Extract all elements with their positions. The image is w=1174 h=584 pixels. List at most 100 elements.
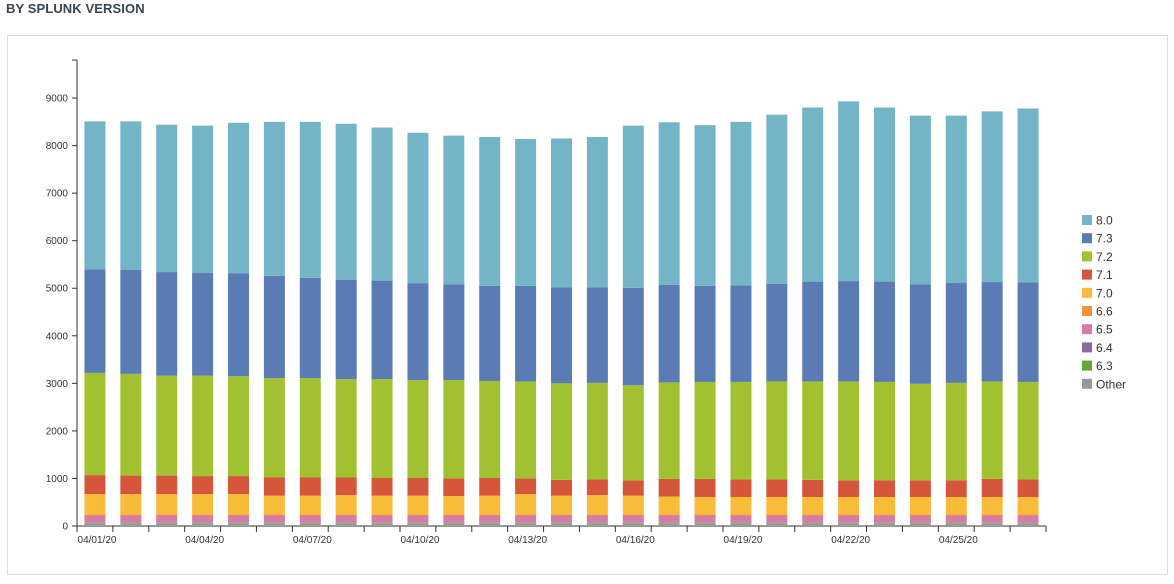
bar-segment-8-0[interactable] [551,138,572,288]
bar-segment-other[interactable] [443,523,465,526]
legend-item-6-5[interactable]: 6.5 [1082,323,1113,337]
bar-segment-6-6[interactable] [371,514,393,516]
bar-segment-7-3[interactable] [981,282,1003,382]
bar-segment-7-2[interactable] [981,381,1003,479]
bar-stack-04/21/20[interactable] [802,107,824,526]
legend-item-7-3[interactable]: 7.3 [1082,232,1113,246]
bar-segment-8-0[interactable] [443,135,465,285]
bar-stack-04/16/20[interactable] [622,125,644,526]
bar-segment-6-6[interactable] [443,514,465,516]
bar-segment-7-0[interactable] [802,496,824,515]
bar-segment-7-2[interactable] [407,380,429,478]
bar-stack-04/18/20[interactable] [694,125,716,526]
bar-segment-6-5[interactable] [371,515,393,523]
bar-segment-other[interactable] [299,523,321,526]
bar-segment-6-5[interactable] [263,515,285,523]
bar-segment-7-2[interactable] [299,378,321,478]
bar-segment-7-0[interactable] [874,496,895,515]
bar-segment-7-3[interactable] [84,269,106,373]
bar-segment-other[interactable] [228,523,249,526]
bar-segment-6-6[interactable] [407,514,429,516]
bar-segment-7-2[interactable] [1017,381,1039,480]
bar-segment-7-1[interactable] [802,479,824,497]
bar-segment-6-5[interactable] [228,515,249,523]
bar-segment-7-3[interactable] [874,281,895,382]
bar-segment-7-2[interactable] [515,381,537,479]
bar-segment-7-1[interactable] [622,480,644,496]
bar-segment-6-6[interactable] [622,514,644,516]
bar-segment-6-5[interactable] [658,515,680,523]
bar-segment-6-5[interactable] [299,515,321,523]
bar-segment-7-1[interactable] [874,480,895,497]
bar-segment-6-6[interactable] [263,514,285,516]
bar-segment-8-0[interactable] [909,115,931,285]
bar-segment-7-3[interactable] [945,283,967,383]
bar-segment-7-2[interactable] [874,381,895,481]
bar-segment-6-6[interactable] [874,514,895,516]
legend-item-7-1[interactable]: 7.1 [1082,268,1113,282]
bar-segment-6-6[interactable] [909,514,931,516]
bar-segment-7-3[interactable] [515,285,537,382]
bar-segment-6-5[interactable] [838,515,860,523]
legend-item-7-2[interactable]: 7.2 [1082,250,1113,264]
bar-segment-7-2[interactable] [443,380,465,479]
bar-segment-7-1[interactable] [1017,479,1039,497]
bar-stack-04/02/20[interactable] [120,121,142,526]
bar-segment-6-6[interactable] [981,514,1003,516]
bar-stack-04/19/20[interactable] [730,121,752,526]
bar-segment-7-3[interactable] [1017,282,1039,382]
bar-segment-6-5[interactable] [622,515,644,523]
bar-segment-6-6[interactable] [120,514,142,516]
bar-stack-04/17/20[interactable] [658,122,680,526]
bar-segment-7-2[interactable] [156,375,178,476]
bar-segment-other[interactable] [192,523,214,526]
bar-segment-7-0[interactable] [1017,496,1039,515]
bar-segment-7-1[interactable] [228,476,249,495]
bar-segment-7-1[interactable] [586,479,608,496]
bar-stack-04/09/20[interactable] [371,127,393,526]
bar-segment-7-1[interactable] [120,475,142,495]
bar-segment-7-2[interactable] [838,381,860,481]
bar-segment-6-5[interactable] [479,515,501,523]
bar-segment-7-2[interactable] [120,373,142,476]
bar-segment-7-3[interactable] [551,287,572,384]
bar-segment-7-2[interactable] [586,382,608,480]
bar-segment-other[interactable] [1017,523,1039,526]
bar-segment-7-3[interactable] [156,272,178,376]
bar-segment-8-0[interactable] [694,125,716,286]
bar-segment-other[interactable] [802,523,824,526]
bar-segment-8-0[interactable] [263,121,285,276]
bar-stack-04/23/20[interactable] [874,107,895,526]
bar-segment-other[interactable] [838,523,860,526]
bar-segment-7-3[interactable] [909,284,931,384]
bar-segment-7-2[interactable] [730,381,752,480]
bar-segment-6-6[interactable] [156,514,178,516]
legend-item-8-0[interactable]: 8.0 [1082,214,1113,228]
bar-segment-7-3[interactable] [838,281,860,382]
bar-segment-7-0[interactable] [335,495,357,515]
bar-segment-7-3[interactable] [407,283,429,381]
bar-segment-7-2[interactable] [551,383,572,480]
bar-segment-8-0[interactable] [120,121,142,270]
bar-segment-7-0[interactable] [945,496,967,515]
bar-segment-7-1[interactable] [766,479,788,497]
bar-stack-04/04/20[interactable] [192,125,214,526]
bar-segment-7-1[interactable] [299,477,321,496]
bar-stack-04/14/20[interactable] [551,138,572,526]
bar-stack-04/26/20[interactable] [981,111,1003,526]
bar-segment-8-0[interactable] [838,101,860,282]
bar-segment-7-3[interactable] [335,279,357,380]
bar-segment-7-0[interactable] [515,494,537,515]
legend-item-7-0[interactable]: 7.0 [1082,286,1113,300]
bar-segment-other[interactable] [156,523,178,526]
bar-segment-7-0[interactable] [622,495,644,515]
bar-segment-7-1[interactable] [263,477,285,496]
bar-segment-7-0[interactable] [909,496,931,515]
bar-segment-7-3[interactable] [228,273,249,377]
bar-segment-7-1[interactable] [335,477,357,496]
bar-stack-04/20/20[interactable] [766,114,788,526]
bar-stack-04/03/20[interactable] [156,124,178,526]
bar-segment-6-6[interactable] [802,514,824,516]
bar-segment-6-6[interactable] [335,514,357,516]
bar-segment-other[interactable] [120,523,142,526]
